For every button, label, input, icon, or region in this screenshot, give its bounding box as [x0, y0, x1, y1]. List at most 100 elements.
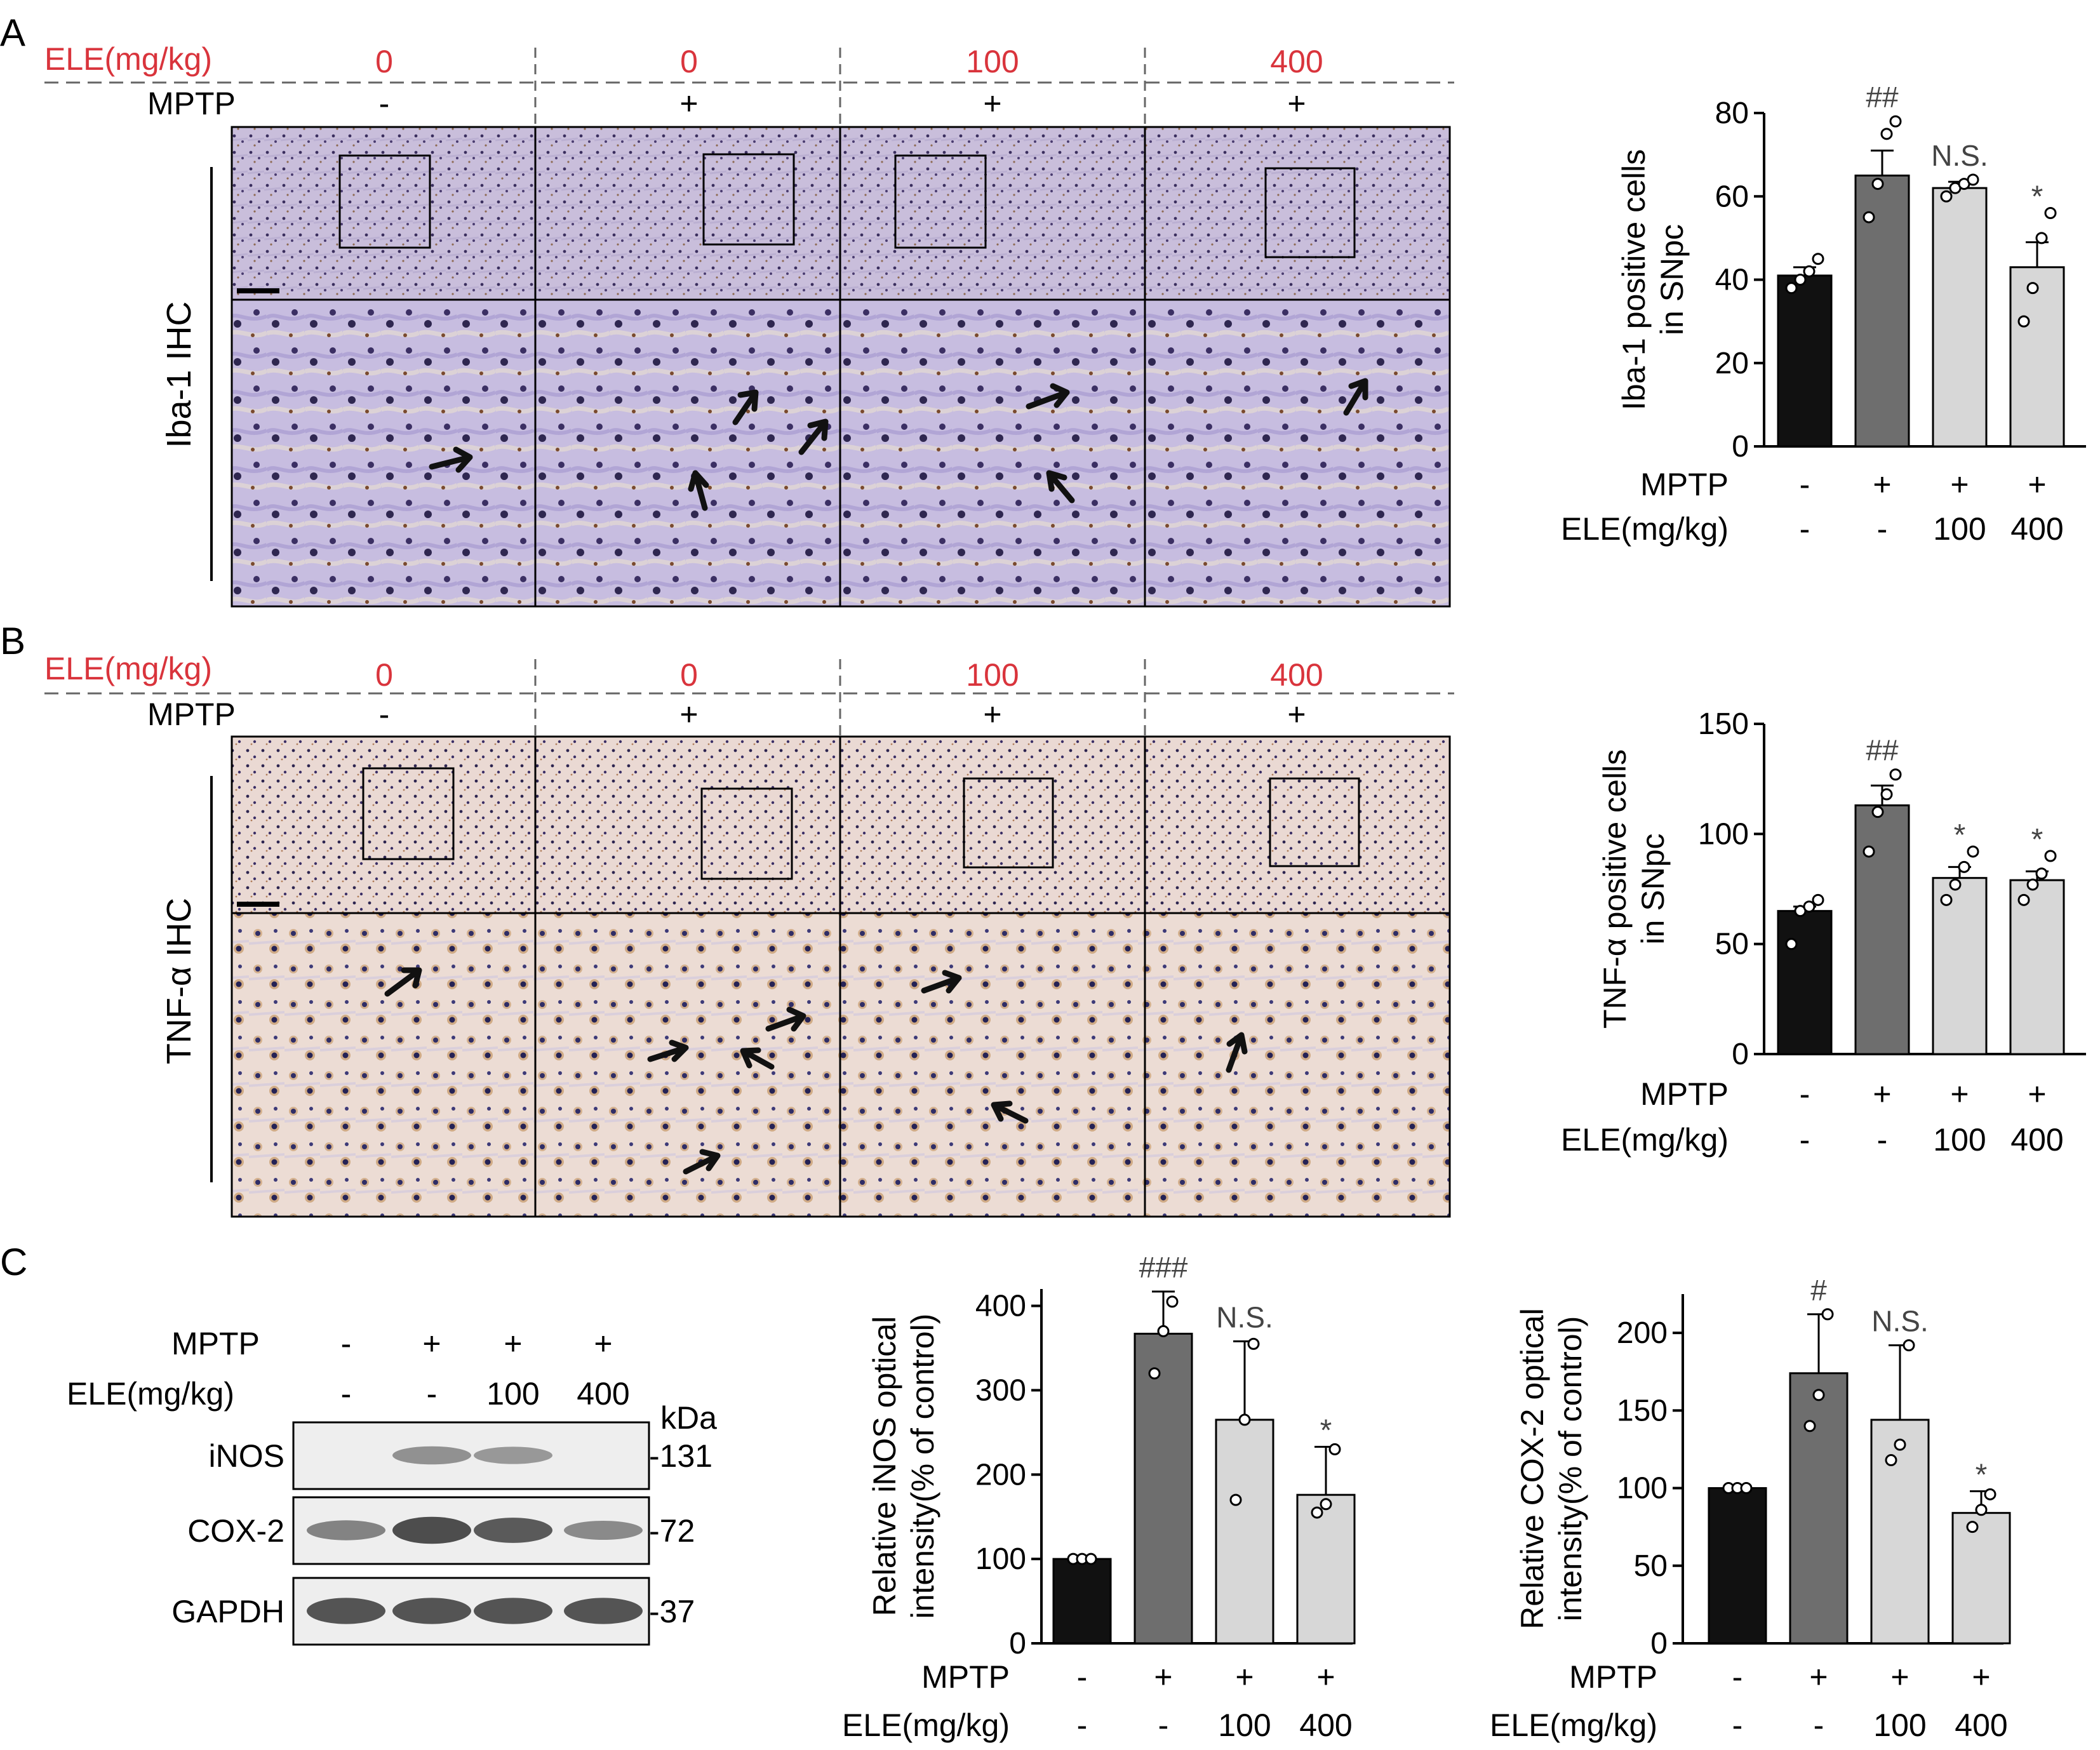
category-mptp: + — [1316, 1659, 1335, 1695]
y-axis-label: Relative COX-2 optical — [1515, 1308, 1550, 1629]
category-mptp: + — [2028, 1076, 2046, 1112]
y-tick-label: 100 — [975, 1542, 1026, 1576]
y-axis-label: Iba-1 positive cells — [1616, 149, 1652, 410]
mptp-value: - — [379, 697, 390, 732]
stain-label: TNF-α IHC — [160, 898, 198, 1064]
chart-cox2: 0 50 100 150 200 Relative COX-2 optical intens… — [1490, 1274, 2011, 1743]
data-point — [2017, 893, 2030, 906]
significance-mark: N.S. — [1216, 1300, 1273, 1333]
arrow-icon — [1026, 383, 1070, 410]
y-tick-label: 0 — [1650, 1627, 1668, 1660]
blot-protein-label: iNOS — [209, 1438, 284, 1474]
category-mptp: - — [1732, 1659, 1743, 1695]
y-tick-label: 80 — [1715, 97, 1749, 130]
blot-ele-label: ELE(mg/kg) — [67, 1376, 234, 1412]
data-point — [1863, 845, 1875, 858]
significance-mark: N.S. — [1931, 139, 1988, 172]
blot-band — [474, 1446, 552, 1464]
blot-kda-marker: -131 — [649, 1438, 712, 1474]
blot-mptp-label: MPTP — [171, 1326, 260, 1361]
data-point — [1821, 1308, 1834, 1321]
category-ele: - — [1158, 1707, 1169, 1743]
zoom-region-box — [963, 777, 1054, 869]
data-point — [1889, 768, 1902, 781]
category-ele: - — [1877, 511, 1888, 547]
category-mptp: + — [1873, 1076, 1891, 1112]
data-point — [1880, 128, 1893, 140]
y-tick-label: 100 — [1698, 817, 1749, 851]
blot-band — [392, 1516, 471, 1544]
blot-band — [474, 1518, 552, 1543]
significance-mark: * — [2031, 180, 2043, 214]
significance-mark: ### — [1139, 1251, 1188, 1284]
data-point — [1740, 1482, 1753, 1495]
data-point — [1871, 806, 1884, 818]
ele-value: 100 — [966, 44, 1019, 79]
micrograph-overview — [840, 737, 1145, 913]
y-tick-label: 200 — [975, 1458, 1026, 1492]
ele-value: 0 — [375, 44, 393, 79]
blot-ele-value: - — [427, 1376, 438, 1412]
y-tick-label: 400 — [975, 1290, 1026, 1323]
blot-band — [392, 1446, 471, 1465]
y-tick-label: 40 — [1715, 264, 1749, 297]
y-tick-label: 0 — [1009, 1627, 1026, 1660]
y-tick-label: 20 — [1715, 347, 1749, 380]
arrow-icon — [1226, 1032, 1248, 1073]
data-point — [1903, 1339, 1915, 1352]
data-point — [1166, 1295, 1179, 1308]
category-ele: 100 — [1933, 1122, 1986, 1158]
mptp-value: + — [679, 86, 698, 121]
panel-b-micrographs: TNF-α IHC — [160, 735, 1451, 1218]
category-ele: 400 — [2010, 511, 2063, 547]
blot-band — [564, 1521, 643, 1540]
arrow-icon — [384, 967, 422, 997]
arrow-icon — [688, 470, 709, 511]
bar — [1134, 1332, 1193, 1645]
arrow-icon — [740, 1047, 775, 1070]
kda-label: kDa — [660, 1400, 717, 1436]
micrograph-overview — [1145, 737, 1450, 913]
data-point — [1803, 900, 1816, 913]
category-mptp: - — [1077, 1659, 1088, 1695]
micrograph-zoom — [232, 913, 535, 1217]
zoom-region-box — [338, 154, 431, 249]
mptp-value: - — [379, 86, 390, 121]
ele-value: 0 — [680, 657, 698, 693]
category-ele: - — [1877, 1122, 1888, 1158]
category-ele: 400 — [1299, 1707, 1352, 1743]
data-point — [1238, 1413, 1251, 1426]
mptp-value: + — [1287, 86, 1306, 121]
category-ele: 100 — [1933, 511, 1986, 547]
arrow-icon — [1046, 470, 1075, 504]
data-point — [1949, 878, 1962, 891]
y-axis-label: in SNpc — [1635, 833, 1671, 944]
category-mptp: - — [1800, 467, 1810, 502]
data-point — [1812, 1389, 1825, 1401]
category-ele: - — [1077, 1707, 1088, 1743]
zoom-region-box — [700, 787, 793, 880]
data-point — [1785, 282, 1798, 295]
zoom-region-box — [362, 767, 455, 860]
data-point — [1085, 1553, 1097, 1565]
bar — [1215, 1419, 1274, 1645]
significance-mark: # — [1810, 1274, 1827, 1307]
panel-letter-a: A — [0, 11, 25, 54]
category-ele: - — [1800, 511, 1810, 547]
significance-mark: * — [1954, 818, 1966, 852]
data-point — [1320, 1498, 1332, 1511]
micrograph-zoom — [535, 913, 840, 1217]
bar — [1932, 877, 1988, 1055]
arrow-icon — [683, 1149, 721, 1175]
panel-b-header: ELE(mg/kg) 0 0 100 400 MPTP - + + + — [44, 651, 1454, 737]
data-point — [1975, 1504, 1988, 1516]
arrow-icon — [732, 389, 759, 425]
significance-mark: * — [1976, 1458, 1988, 1492]
ele-value: 0 — [680, 44, 698, 79]
blot-ele-value: 100 — [486, 1376, 539, 1412]
row-label: MPTP — [1640, 467, 1729, 502]
y-tick-label: 50 — [1715, 928, 1749, 961]
blot-kda-marker: -37 — [649, 1594, 695, 1629]
y-axis-label: TNF-α positive cells — [1597, 749, 1633, 1029]
bar — [1932, 187, 1988, 448]
